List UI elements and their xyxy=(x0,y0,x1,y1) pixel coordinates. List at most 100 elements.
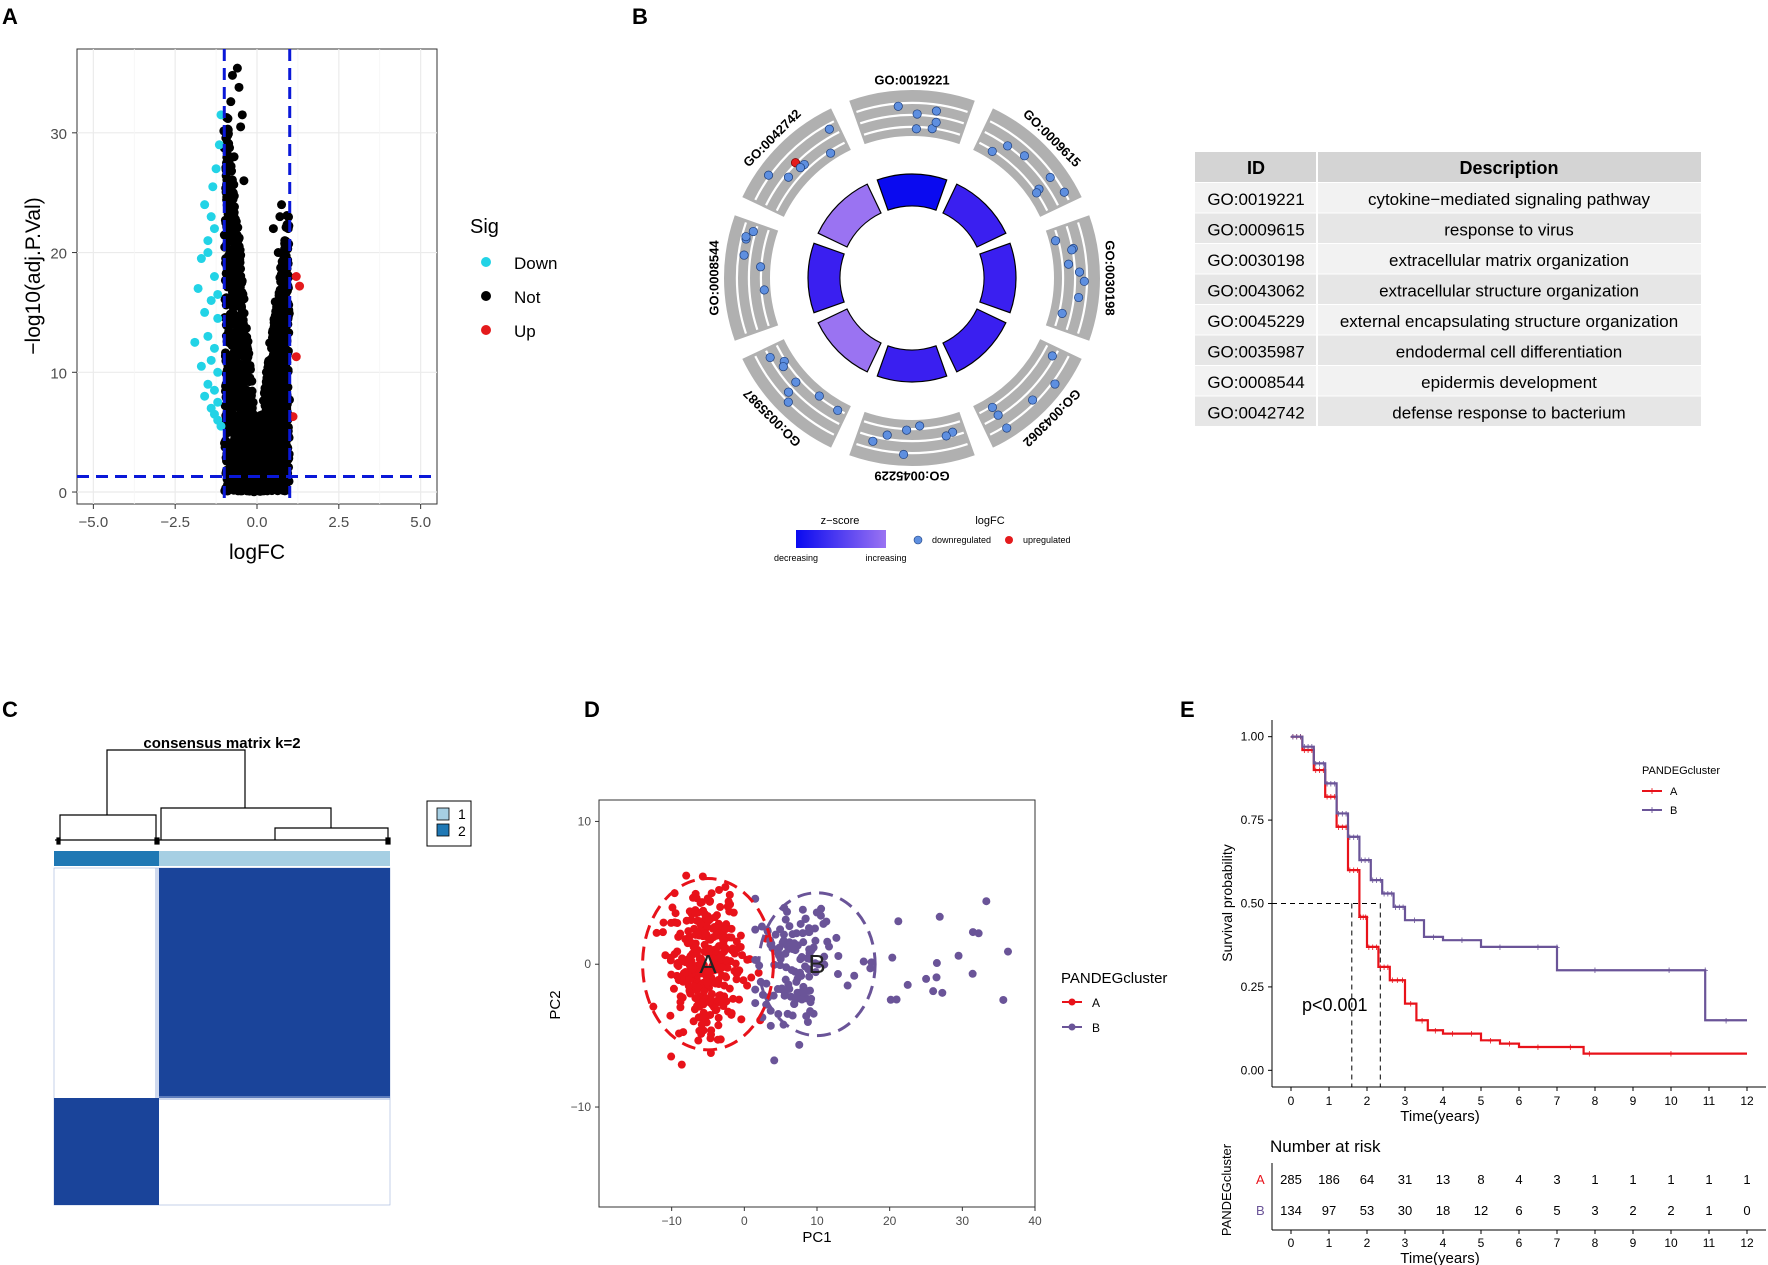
risk-x-tick-label: 3 xyxy=(1402,1236,1409,1250)
point-cluster-a xyxy=(714,1013,723,1022)
go-gene-point xyxy=(1074,267,1085,277)
point-cluster-b xyxy=(792,929,801,938)
go-sector-gridline xyxy=(747,225,759,331)
point-cluster-b xyxy=(929,987,938,996)
point-cluster-b xyxy=(820,960,829,969)
point-not xyxy=(237,302,247,312)
censor-mark: + xyxy=(1535,1042,1541,1054)
x-tick-label: −10 xyxy=(661,1214,682,1228)
point-cluster-a xyxy=(743,981,752,990)
go-sector-zscore xyxy=(817,183,882,248)
point-cluster-a xyxy=(676,992,685,1001)
curves-e: +++++++++++++++++++++++++++++++++ + ++ + + ++… xyxy=(1272,732,1747,1087)
risk-x-tick-label: 12 xyxy=(1740,1236,1754,1250)
risk-value: 97 xyxy=(1322,1203,1336,1218)
y-tick-label: −10 xyxy=(571,1100,592,1114)
point-cluster-b xyxy=(810,924,819,933)
legend-label-down: Down xyxy=(514,254,557,273)
point-down xyxy=(203,248,213,258)
censor-mark: + xyxy=(1377,875,1383,887)
x-axis-label-d: PC1 xyxy=(802,1229,831,1246)
point-down xyxy=(208,182,218,192)
point-not xyxy=(227,448,237,458)
table-cell-description: external encapsulating structure organiz… xyxy=(1340,312,1678,331)
point-cluster-a xyxy=(684,981,693,990)
point-not xyxy=(238,327,248,337)
go-gene-point xyxy=(1002,423,1012,433)
point-cluster-a xyxy=(711,913,720,922)
risk-value: 8 xyxy=(1477,1172,1484,1187)
go-gene-point xyxy=(1045,172,1055,182)
point-not xyxy=(226,97,236,107)
annotation-pvalue: p<0.001 xyxy=(1302,995,1368,1015)
point-not xyxy=(236,442,246,452)
go-gene-point xyxy=(814,391,824,401)
point-cluster-a xyxy=(737,1015,746,1024)
risk-value: 12 xyxy=(1474,1203,1488,1218)
dendrogram-right xyxy=(160,807,332,840)
point-cluster-a xyxy=(727,933,736,942)
censor-mark: + xyxy=(1363,912,1369,924)
point-cluster-a xyxy=(689,893,698,902)
point-down xyxy=(209,272,219,281)
point-cluster-a xyxy=(705,944,714,953)
point-cluster-b xyxy=(804,924,813,933)
legend-d: PANDEGcluster A B xyxy=(1061,970,1167,1035)
point-cluster-a xyxy=(743,955,752,964)
table-header-id: ID xyxy=(1247,158,1265,178)
risk-table-title: Number at risk xyxy=(1270,1137,1381,1156)
heatmap-block-top-right xyxy=(159,868,390,1098)
point-cluster-b xyxy=(805,986,814,995)
go-sector-gridline xyxy=(859,113,965,125)
point-cluster-a xyxy=(723,902,732,911)
point-cluster-b xyxy=(954,951,963,960)
heatmap-block-edge-v xyxy=(155,868,159,1098)
go-gene-point xyxy=(778,362,788,372)
go-sector-gridline xyxy=(759,229,770,327)
point-not xyxy=(267,352,277,362)
point-cluster-b xyxy=(785,922,794,931)
risk-x-tick-label: 7 xyxy=(1554,1236,1561,1250)
point-not xyxy=(246,439,256,449)
point-not xyxy=(220,438,230,448)
point-cluster-a xyxy=(719,935,728,944)
go-gene-point xyxy=(741,232,751,242)
point-cluster-a xyxy=(698,998,707,1007)
legend-c: 1 2 xyxy=(426,800,472,847)
go-gene-point xyxy=(833,405,843,415)
point-cluster-a xyxy=(702,921,711,930)
legend-upregulated: upregulated xyxy=(1023,535,1071,545)
legend-d-label-a: A xyxy=(1092,996,1100,1010)
go-gene-point xyxy=(783,172,794,182)
point-cluster-b xyxy=(888,953,897,962)
go-gene-point xyxy=(1063,259,1074,269)
risk-table-xlabel: Time(years) xyxy=(1400,1250,1479,1265)
censor-mark: + xyxy=(1305,742,1311,754)
table-cell-id: GO:0008544 xyxy=(1207,373,1304,392)
go-gene-point xyxy=(993,410,1003,420)
go-gene-point xyxy=(791,377,801,387)
point-not xyxy=(227,301,237,311)
legend-e: PANDEGcluster + A + B xyxy=(1642,765,1720,817)
point-down xyxy=(209,343,219,353)
point-cluster-b xyxy=(775,951,784,960)
censor-mark: + xyxy=(1385,888,1391,900)
point-not xyxy=(267,366,277,376)
point-up xyxy=(291,352,301,362)
point-not xyxy=(248,461,258,471)
point-cluster-a xyxy=(729,908,738,917)
point-cluster-a xyxy=(671,909,680,918)
point-not xyxy=(229,152,239,162)
point-down xyxy=(200,200,210,210)
point-cluster-b xyxy=(780,991,789,1000)
point-cluster-a xyxy=(673,919,682,928)
point-cluster-b xyxy=(776,925,785,934)
go-gene-point xyxy=(941,431,951,441)
go-gene-point xyxy=(912,109,922,119)
point-cluster-a xyxy=(720,981,729,990)
point-cluster-b xyxy=(832,933,841,942)
censor-mark: + xyxy=(1366,855,1372,867)
point-down xyxy=(214,140,224,150)
y-tick-label: 20 xyxy=(50,246,67,263)
point-down xyxy=(213,397,223,407)
